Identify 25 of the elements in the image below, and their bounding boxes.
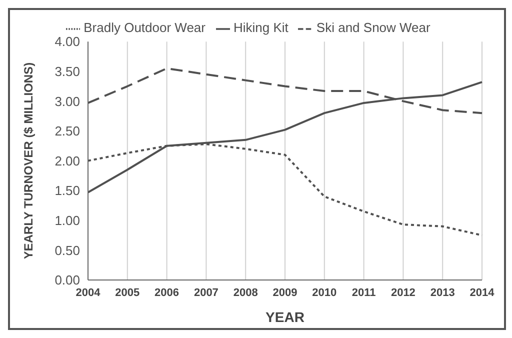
x-tick-label: 2011 [352, 286, 376, 299]
y-tick-label: 1.50 [54, 183, 80, 198]
x-tick-label: 2012 [390, 286, 416, 299]
x-tick-label: 2013 [430, 286, 455, 299]
y-axis-title: YEARLY TURNOVER ($ MILLIONS) [21, 62, 36, 260]
y-tick-label: 0.00 [54, 272, 80, 288]
legend-label: Hiking Kit [234, 20, 288, 35]
x-tick-label: 2004 [76, 286, 102, 299]
x-tick-label: 2009 [272, 286, 298, 299]
y-tick-label: 2.50 [54, 124, 80, 139]
x-tick-label: 2010 [312, 286, 337, 299]
x-axis-title: YEAR [266, 309, 304, 325]
legend-label: Bradly Outdoor Wear [84, 20, 206, 35]
x-tick-label: 2014 [470, 286, 496, 299]
x-tick-label: 2008 [233, 286, 258, 299]
x-tick-label: 2005 [115, 286, 140, 299]
y-tick-label: 3.50 [54, 64, 80, 79]
y-tick-label: 2.00 [54, 153, 80, 168]
y-tick-label: 0.50 [54, 242, 80, 258]
x-tick-label: 2006 [154, 286, 180, 299]
y-tick-label: 4.00 [54, 34, 80, 50]
legend-label: Ski and Snow Wear [316, 20, 430, 35]
x-tick-label: 2007 [194, 286, 218, 299]
y-tick-label: 3.00 [54, 94, 80, 109]
y-tick-label: 1.00 [54, 213, 80, 228]
